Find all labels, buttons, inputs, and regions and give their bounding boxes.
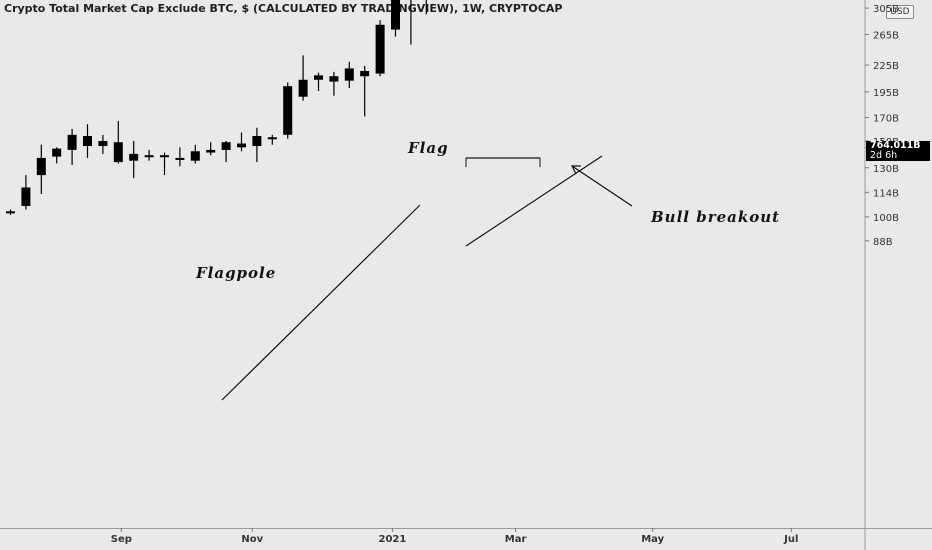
chart-title: Crypto Total Market Cap Exclude BTC, $ (… [4,2,563,15]
x-tick-label: Nov [241,534,263,545]
last-price-value: 764.011B [870,140,921,151]
candle-body [221,142,231,150]
candle-countdown: 2d 6h [870,150,898,161]
candle-body [360,70,370,77]
candle-body [21,187,31,206]
candle-body [175,157,185,160]
candles-layer [6,0,427,216]
candle [410,0,412,45]
candle-body [190,151,200,161]
x-tick-label: 2021 [378,534,406,545]
candle-body [36,157,46,176]
candle [425,0,427,15]
y-tick-label: 265B [873,30,899,41]
y-tick-label: 170B [873,114,899,125]
x-tick-label: Sep [111,534,132,545]
candle-body [267,137,277,140]
candle-body [283,86,293,135]
last-price-badge: 764.011B 2d 6h [866,141,930,161]
candle [360,65,370,117]
candle [252,127,262,163]
candle [98,134,108,154]
annotations-layer: Flagpole Flag Bull breakout [195,139,780,282]
annotation-flag: Flag [407,139,449,157]
candle [298,55,308,101]
candle [129,140,139,179]
candle [190,144,200,164]
candle-body [329,76,339,82]
annotation-bull-breakout: Bull breakout [650,208,780,226]
candle [6,209,15,216]
y-tick-label: 195B [873,88,899,99]
breakout-arrow-shaft[interactable] [571,165,633,207]
candle-body [298,79,308,97]
candle [206,142,216,156]
candle [375,20,385,77]
candle [21,175,31,210]
candle-body [113,142,123,163]
drawings-layer[interactable] [221,155,633,401]
candle [344,61,354,89]
annotation-flagpole: Flagpole [195,264,276,282]
candle [221,140,231,163]
candle-body [375,24,385,74]
candle [83,124,92,158]
candle-body [129,153,139,161]
candle-body [160,155,169,158]
candle [329,71,339,96]
y-tick-label: 130B [873,164,899,175]
candle [391,0,400,37]
flagpole-trendline[interactable] [221,204,421,401]
x-tick-label: Jul [783,534,798,545]
candle-body [314,75,323,80]
candle [113,120,123,164]
candle [314,72,323,91]
candle [52,147,62,164]
candle [283,82,293,139]
y-tick-label: 305B [873,4,899,15]
x-tick-label: Mar [505,534,527,545]
candle-body [237,143,246,148]
candle-body [83,136,92,147]
candle-body [98,140,108,147]
candle-body [391,0,400,30]
y-tick-label: 114B [873,188,899,199]
candle [175,147,185,167]
candle [67,128,77,165]
candle [36,144,46,194]
candle [160,152,169,176]
y-tick-label: 88B [873,237,893,248]
candle [237,132,246,152]
candle-body [52,148,62,157]
breakout-arrow-head [571,165,581,175]
candle-body [344,68,354,81]
x-tick-label: May [641,534,664,545]
flag-support-trendline[interactable] [465,155,603,247]
candle-body [252,136,262,147]
candle-body [67,134,77,150]
y-tick-label: 100B [873,213,899,224]
currency-button[interactable]: USD [886,5,914,19]
candle-body [6,211,15,214]
y-tick-label: 225B [873,61,899,72]
candle [267,134,277,145]
candle [144,149,154,161]
candle-body [206,149,216,153]
candle-body [144,155,154,158]
